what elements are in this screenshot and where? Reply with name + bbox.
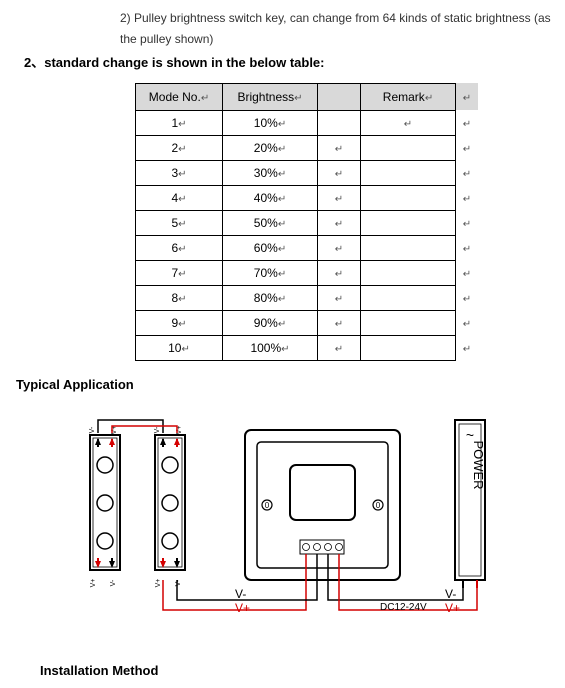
cell-end: ↵ — [456, 260, 479, 285]
svg-text:V-: V- — [445, 587, 456, 601]
cell-end: ↵ — [456, 160, 479, 185]
cell-brightness: 60%↵ — [223, 235, 318, 260]
cell-remark — [361, 160, 456, 185]
table-row: 2↵20%↵↵↵ — [136, 135, 479, 160]
cell-remark — [361, 335, 456, 360]
cell-spacer: ↵ — [318, 210, 361, 235]
svg-text:V-: V- — [89, 426, 96, 433]
heading-standard-change: 2、standard change is shown in the below … — [24, 52, 565, 71]
cell-remark — [361, 260, 456, 285]
cell-remark — [361, 135, 456, 160]
cell-spacer: ↵ — [318, 185, 361, 210]
cell-mode: 3↵ — [136, 160, 223, 185]
cell-end: ↵ — [456, 135, 479, 160]
table-row: 3↵30%↵↵↵ — [136, 160, 479, 185]
cell-end: ↵ — [456, 185, 479, 210]
brightness-table: Mode No.↵ Brightness↵ Remark↵ ↵ 1↵10%↵↵↵… — [135, 83, 478, 361]
svg-text:POWER: POWER — [471, 440, 486, 489]
cell-end: ↵ — [456, 110, 479, 135]
cell-remark — [361, 210, 456, 235]
cj-mark: ↵ — [425, 93, 433, 104]
table-row: 1↵10%↵ ↵↵ — [136, 110, 479, 135]
svg-text:V-: V- — [110, 579, 117, 586]
cell-brightness: 90%↵ — [223, 310, 318, 335]
cell-end: ↵ — [456, 335, 479, 360]
cell-brightness: 40%↵ — [223, 185, 318, 210]
cell-remark — [361, 185, 456, 210]
cell-brightness: 10%↵ — [223, 110, 318, 135]
cell-spacer: ↵ — [318, 160, 361, 185]
cell-mode: 5↵ — [136, 210, 223, 235]
cell-spacer: ↵ — [318, 235, 361, 260]
cell-mode: 7↵ — [136, 260, 223, 285]
svg-text:0: 0 — [376, 501, 381, 510]
cell-mode: 1↵ — [136, 110, 223, 135]
cell-remark — [361, 235, 456, 260]
svg-text:0: 0 — [265, 501, 270, 510]
th-spacer — [318, 83, 361, 110]
cell-brightness: 70%↵ — [223, 260, 318, 285]
cell-spacer — [318, 110, 361, 135]
cell-mode: 10↵ — [136, 335, 223, 360]
table-row: 8↵80%↵↵↵ — [136, 285, 479, 310]
svg-text:V-: V- — [175, 579, 182, 586]
table-row: 10↵100%↵↵↵ — [136, 335, 479, 360]
cell-mode: 4↵ — [136, 185, 223, 210]
svg-text:V-: V- — [154, 426, 161, 433]
cell-remark — [361, 310, 456, 335]
cj-mark: ↵ — [294, 93, 302, 104]
th-brightness: Brightness — [237, 90, 294, 104]
cell-spacer: ↵ — [318, 335, 361, 360]
svg-text:V+: V+ — [90, 578, 97, 587]
cell-spacer: ↵ — [318, 310, 361, 335]
svg-text:V+: V+ — [235, 601, 250, 615]
cell-brightness: 20%↵ — [223, 135, 318, 160]
intro-line1: 2) Pulley brightness switch key, can cha… — [120, 10, 565, 27]
table-row: 5↵50%↵↵↵ — [136, 210, 479, 235]
cell-end: ↵ — [456, 310, 479, 335]
th-remark: Remark — [383, 90, 425, 104]
cell-brightness: 50%↵ — [223, 210, 318, 235]
table-row: 7↵70%↵↵↵ — [136, 260, 479, 285]
cell-remark — [361, 285, 456, 310]
typical-application-heading: Typical Application — [16, 377, 565, 392]
cell-end: ↵ — [456, 235, 479, 260]
svg-text:V-: V- — [235, 587, 246, 601]
svg-text:DC12-24V: DC12-24V — [380, 602, 427, 613]
table-row: 6↵60%↵↵↵ — [136, 235, 479, 260]
cell-spacer: ↵ — [318, 260, 361, 285]
cell-mode: 8↵ — [136, 285, 223, 310]
wiring-diagram: V-V+V+V-V-V+V+V-00POWER~V-V+V-V+DC12-24V — [60, 410, 565, 633]
cell-mode: 9↵ — [136, 310, 223, 335]
table-row: 4↵40%↵↵↵ — [136, 185, 479, 210]
cell-brightness: 100%↵ — [223, 335, 318, 360]
cell-brightness: 80%↵ — [223, 285, 318, 310]
cell-end: ↵ — [456, 210, 479, 235]
installation-method-heading: Installation Method — [40, 663, 565, 678]
th-end: ↵ — [456, 83, 479, 110]
cell-spacer: ↵ — [318, 285, 361, 310]
svg-text:V+: V+ — [445, 601, 460, 615]
svg-text:V+: V+ — [155, 578, 162, 587]
svg-text:~: ~ — [466, 427, 474, 443]
cell-remark: ↵ — [361, 110, 456, 135]
cell-mode: 6↵ — [136, 235, 223, 260]
th-mode: Mode No. — [149, 90, 201, 104]
table-header-row: Mode No.↵ Brightness↵ Remark↵ ↵ — [136, 83, 479, 110]
cj-mark: ↵ — [201, 93, 209, 104]
cell-brightness: 30%↵ — [223, 160, 318, 185]
cell-end: ↵ — [456, 285, 479, 310]
cell-spacer: ↵ — [318, 135, 361, 160]
table-row: 9↵90%↵↵↵ — [136, 310, 479, 335]
cell-mode: 2↵ — [136, 135, 223, 160]
intro-line2: the pulley shown) — [120, 31, 565, 48]
